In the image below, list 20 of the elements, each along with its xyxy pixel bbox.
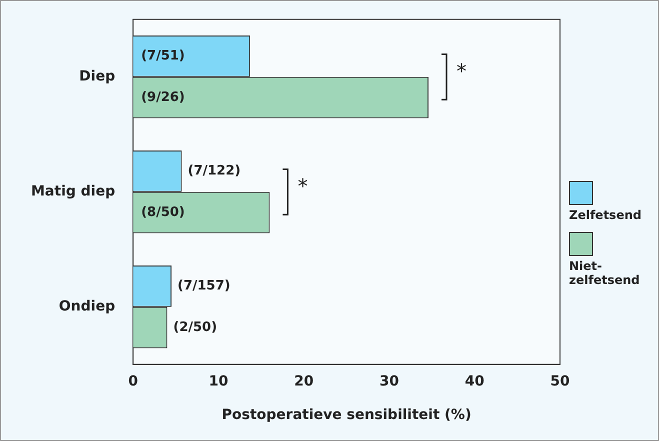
data-label: (8/50) bbox=[141, 204, 185, 220]
x-tick-label: 10 bbox=[208, 373, 228, 390]
x-tick-label: 40 bbox=[464, 373, 485, 390]
data-label: (7/51) bbox=[141, 48, 185, 64]
x-tick-label: 50 bbox=[550, 373, 570, 390]
y-tick-label: Matig diep bbox=[30, 184, 116, 200]
y-tick-label: Ondiep bbox=[58, 298, 116, 315]
data-label: (7/157) bbox=[178, 278, 230, 294]
legend-label: Niet- zelfetsend bbox=[569, 259, 641, 287]
x-axis-title: Postoperatieve sensibiliteit (%) bbox=[222, 407, 472, 424]
data-label: (2/50) bbox=[173, 320, 218, 335]
annotation: * bbox=[456, 59, 467, 84]
legend-label: Zelfetsend bbox=[569, 208, 642, 222]
y-tick-label: Diep bbox=[79, 68, 116, 85]
data-label: (7/122) bbox=[188, 164, 241, 179]
data-label: (9/26) bbox=[141, 90, 185, 105]
x-tick-label: 0 bbox=[128, 373, 138, 390]
x-tick-label: 20 bbox=[294, 373, 314, 390]
annotation: * bbox=[298, 174, 308, 198]
x-tick-label: 30 bbox=[380, 373, 400, 390]
